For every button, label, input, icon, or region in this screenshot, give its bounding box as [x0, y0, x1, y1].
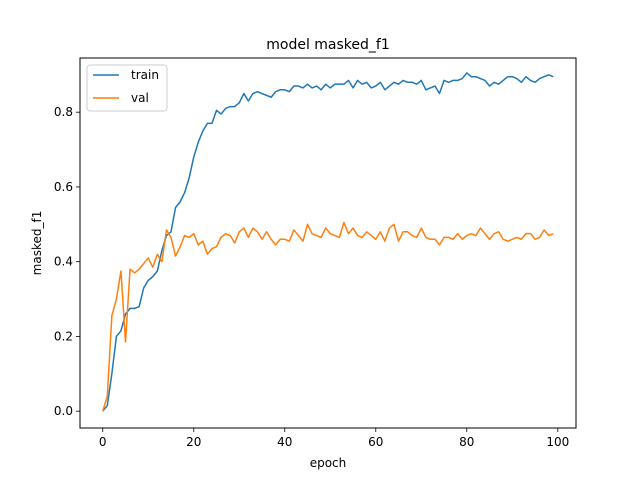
legend-box	[86, 64, 168, 112]
y-tick-label: 0.4	[54, 255, 73, 269]
legend-train-label: train	[131, 68, 159, 82]
series-line-train	[102, 72, 554, 412]
x-tick-label: 20	[186, 435, 201, 449]
plot-lines	[102, 72, 554, 412]
y-tick-label: 0.8	[54, 105, 73, 119]
x-axis: 0 20 40 60 80 100	[99, 428, 569, 449]
x-axis-label: epoch	[310, 456, 347, 470]
x-tick-label: 80	[459, 435, 474, 449]
legend: train val	[86, 64, 168, 112]
y-axis: 0.0 0.2 0.4 0.6 0.8	[54, 105, 80, 418]
series-line-val	[102, 221, 554, 412]
plot-area-frame	[79, 57, 577, 429]
x-tick-label: 100	[546, 435, 569, 449]
chart-title: model masked_f1	[266, 37, 390, 53]
x-tick-label: 0	[99, 435, 107, 449]
y-tick-label: 0.2	[54, 329, 73, 343]
legend-val-label: val	[131, 91, 149, 105]
x-tick-label: 60	[368, 435, 383, 449]
y-tick-label: 0.6	[54, 180, 73, 194]
y-tick-label: 0.0	[54, 404, 73, 418]
y-axis-label: masked_f1	[30, 211, 44, 276]
x-tick-label: 40	[277, 435, 292, 449]
